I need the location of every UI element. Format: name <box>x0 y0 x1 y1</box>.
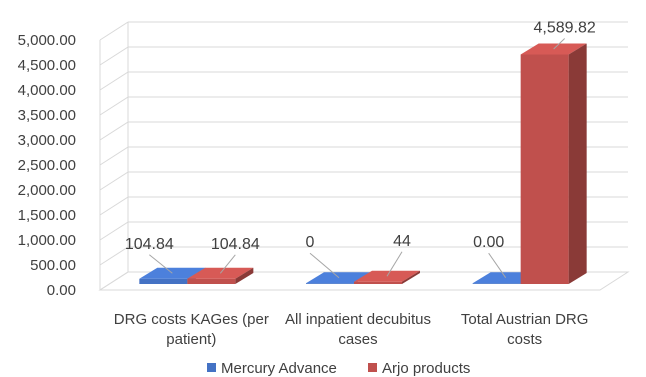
bars <box>139 43 587 284</box>
legend-label: Arjo products <box>382 360 470 377</box>
y-tick-label: 3,500.00 <box>18 107 76 124</box>
data-label: 44 <box>393 233 411 250</box>
y-tick-label: 2,500.00 <box>18 157 76 174</box>
chart-floor <box>98 271 630 291</box>
data-label: 4,589.82 <box>534 20 596 37</box>
data-labels: 104.84 104.84 0 44 0.00 4,589.82 <box>125 20 596 253</box>
y-tick-label: 500.00 <box>30 257 76 274</box>
y-tick-label: 5,000.00 <box>18 32 76 49</box>
bar-side <box>568 43 587 284</box>
legend-swatch <box>368 363 377 372</box>
gridline-side <box>99 196 129 216</box>
data-label: 0.00 <box>473 234 504 251</box>
bar-front <box>306 283 354 284</box>
y-tick-label: 3,000.00 <box>18 132 76 149</box>
x-axis: DRG costs KAGes (per patient) All inpatien… <box>114 311 589 348</box>
legend-label: Mercury Advance <box>221 360 337 377</box>
y-tick-label: 4,000.00 <box>18 82 76 99</box>
y-axis: 0.00 500.00 1,000.00 1,500.00 2,000.00 2,500.… <box>18 32 76 299</box>
data-label: 0 <box>306 234 315 251</box>
chart-side-wall <box>99 21 129 291</box>
x-tick-label: Total Austrian DRG costs <box>461 311 589 348</box>
bar-front <box>472 283 521 284</box>
data-label: 104.84 <box>211 236 260 253</box>
gridline-side <box>99 46 129 66</box>
leader-line <box>149 254 173 274</box>
gridline-side <box>99 171 129 191</box>
leader-line <box>219 254 236 274</box>
bar-front <box>139 278 188 284</box>
bar-side <box>235 267 254 284</box>
gridline-side <box>99 21 129 41</box>
gridline-side <box>99 221 129 241</box>
data-label-leaders <box>149 38 566 279</box>
x-tick-label: All inpatient decubitus cases <box>285 311 431 348</box>
data-label: 104.84 <box>125 236 174 253</box>
y-tick-label: 2,000.00 <box>18 182 76 199</box>
gridline-side <box>99 96 129 116</box>
gridline-side <box>99 146 129 166</box>
floor-outline <box>98 271 630 291</box>
y-tick-label: 1,500.00 <box>18 207 76 224</box>
y-tick-label: 4,500.00 <box>18 57 76 74</box>
leader-line <box>488 252 507 278</box>
leader-line <box>386 251 403 277</box>
bar-front <box>354 281 402 284</box>
bar-side <box>402 270 420 284</box>
legend-swatch <box>207 363 216 372</box>
bar-front <box>187 278 236 284</box>
legend: Mercury Advance Arjo products <box>207 360 470 377</box>
bar-front <box>520 54 569 284</box>
y-tick-label: 1,000.00 <box>18 232 76 249</box>
gridline-side <box>99 246 129 266</box>
gridline-side <box>99 121 129 141</box>
x-tick-label: DRG costs KAGes (per patient) <box>114 311 269 348</box>
leader-line <box>309 252 340 279</box>
gridline-side <box>99 71 129 91</box>
y-tick-label: 0.00 <box>47 282 76 299</box>
leader-line <box>553 38 566 50</box>
